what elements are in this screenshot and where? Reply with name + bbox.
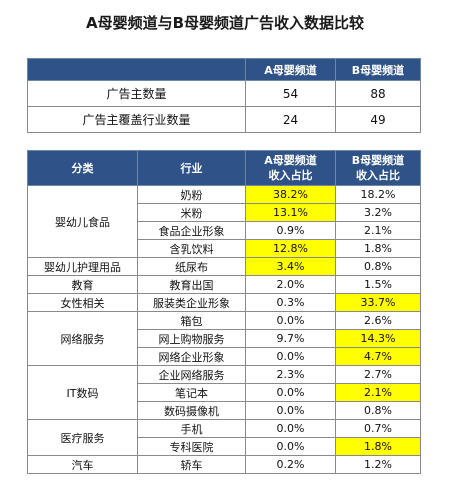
share-cell: 2.3% xyxy=(245,365,336,384)
header-line: 收入占比 xyxy=(268,169,313,182)
industry-cell: 数码摄像机 xyxy=(137,401,246,420)
share-cell: 2.6% xyxy=(335,311,421,330)
share-cell: 0.8% xyxy=(335,401,421,420)
share-cell: 2.0% xyxy=(245,275,336,294)
header-line: B母婴频道 xyxy=(351,154,405,167)
industry-cell: 专科医院 xyxy=(137,437,246,456)
industry-cell: 手机 xyxy=(137,419,246,438)
row: 女性相关 服装类企业形象 0.3% 33.7% xyxy=(27,293,421,312)
category-cell: 女性相关 xyxy=(27,293,138,312)
share-cell: 13.1% xyxy=(245,203,336,222)
share-cell: 0.0% xyxy=(245,311,336,330)
cell: 54 xyxy=(245,80,336,107)
share-cell: 0.0% xyxy=(245,347,336,366)
cell: 88 xyxy=(335,80,421,107)
header-line: A母婴频道 xyxy=(264,154,317,167)
industry-cell: 食品企业形象 xyxy=(137,221,246,240)
row: 婴幼儿食品 奶粉 38.2% 18.2% xyxy=(27,185,421,258)
share-cell: 0.2% xyxy=(245,455,336,474)
share-cell: 12.8% xyxy=(245,239,336,258)
category-cell: 教育 xyxy=(27,275,138,294)
industry-cell: 轿车 xyxy=(137,455,246,474)
share-cell: 1.8% xyxy=(335,437,421,456)
row: 食品企业形象 0.9% 2.1% xyxy=(28,221,421,240)
row: 米粉 13.1% 3.2% xyxy=(28,203,421,222)
summary-table: A母婴频道 B母婴频道 广告主数量 54 88 广告主覆盖行业数量 24 49 xyxy=(27,58,421,133)
header-line: 收入占比 xyxy=(356,169,400,182)
category-cell: 婴幼儿食品 xyxy=(27,185,138,258)
cell: 24 xyxy=(245,106,336,133)
header-cell: A母婴频道 xyxy=(245,58,336,81)
cell: 广告主覆盖行业数量 xyxy=(27,106,246,133)
cell: 广告主数量 xyxy=(27,80,246,107)
row: 广告主覆盖行业数量 24 49 xyxy=(27,106,421,133)
share-cell: 4.7% xyxy=(335,347,421,366)
share-cell: 0.7% xyxy=(335,419,421,438)
industry-cell: 笔记本 xyxy=(137,383,246,402)
category-cell: 婴幼儿护理用品 xyxy=(27,257,138,276)
header-cell: B母婴频道 xyxy=(335,58,421,81)
header-cell: 行业 xyxy=(137,150,246,186)
share-cell: 2.1% xyxy=(335,383,421,402)
row: 笔记本 0.0% 2.1% xyxy=(28,383,421,402)
header-line: 行业 xyxy=(180,161,203,175)
share-cell: 33.7% xyxy=(335,293,421,312)
header-row: 分类 行业 A母婴频道 收入占比 B母婴频道 收入占比 xyxy=(27,150,421,186)
revenue-table: 分类 行业 A母婴频道 收入占比 B母婴频道 收入占比 婴幼儿食品 奶粉 38.2% 18.2%… xyxy=(27,150,421,474)
row: 数码摄像机 0.0% 0.8% xyxy=(28,401,421,420)
share-cell: 1.8% xyxy=(335,239,421,258)
share-cell: 2.1% xyxy=(335,221,421,240)
share-cell: 0.0% xyxy=(245,419,336,438)
industry-cell: 服装类企业形象 xyxy=(137,293,246,312)
row: 网上购物服务 9.7% 14.3% xyxy=(28,329,421,348)
category-cell: 医疗服务 xyxy=(27,419,138,456)
row: 网络服务 箱包 0.0% 2.6% xyxy=(27,311,421,366)
category-cell: IT数码 xyxy=(27,365,138,420)
industry-cell: 箱包 xyxy=(137,311,246,330)
industry-cell: 含乳饮料 xyxy=(137,239,246,258)
share-cell: 0.9% xyxy=(245,221,336,240)
category-cell: 汽车 xyxy=(27,455,138,474)
header-line: 分类 xyxy=(71,161,94,175)
row: 专科医院 0.0% 1.8% xyxy=(28,437,421,456)
share-cell: 0.3% xyxy=(245,293,336,312)
share-cell: 1.5% xyxy=(335,275,421,294)
row: 教育 教育出国 2.0% 1.5% xyxy=(27,275,421,294)
title: A母婴频道与B母婴频道广告收入数据比较 xyxy=(85,14,365,32)
share-cell: 18.2% xyxy=(335,185,421,204)
row: 婴幼儿护理用品 纸尿布 3.4% 0.8% xyxy=(27,257,421,276)
share-cell: 14.3% xyxy=(335,329,421,348)
share-cell: 0.0% xyxy=(245,401,336,420)
share-cell: 0.0% xyxy=(245,383,336,402)
industry-cell: 米粉 xyxy=(137,203,246,222)
row: 网络企业形象 0.0% 4.7% xyxy=(28,347,421,366)
share-cell: 38.2% xyxy=(245,185,336,204)
category-cell: 网络服务 xyxy=(27,311,138,366)
share-cell: 1.2% xyxy=(335,455,421,474)
header-cell: B母婴频道收入占比 xyxy=(335,150,421,186)
header-cell: A母婴频道收入占比 xyxy=(245,150,336,186)
industry-cell: 奶粉 xyxy=(137,185,246,204)
header-cell xyxy=(27,58,246,81)
share-cell: 0.0% xyxy=(245,437,336,456)
share-cell: 0.8% xyxy=(335,257,421,276)
header-row: A母婴频道 B母婴频道 xyxy=(27,58,421,81)
row: IT数码 企业网络服务 2.3% 2.7% xyxy=(27,365,421,420)
industry-cell: 教育出国 xyxy=(137,275,246,294)
header-cell: 分类 xyxy=(27,150,138,186)
share-cell: 3.2% xyxy=(335,203,421,222)
share-cell: 2.7% xyxy=(335,365,421,384)
share-cell: 3.4% xyxy=(245,257,336,276)
row: 医疗服务 手机 0.0% 0.7% xyxy=(27,419,421,456)
row: 广告主数量 54 88 xyxy=(27,80,421,107)
industry-cell: 网上购物服务 xyxy=(137,329,246,348)
industry-cell: 网络企业形象 xyxy=(137,347,246,366)
share-cell: 9.7% xyxy=(245,329,336,348)
row: 汽车 轿车 0.2% 1.2% xyxy=(27,455,421,474)
industry-cell: 纸尿布 xyxy=(137,257,246,276)
cell: 49 xyxy=(335,106,421,133)
industry-cell: 企业网络服务 xyxy=(137,365,246,384)
